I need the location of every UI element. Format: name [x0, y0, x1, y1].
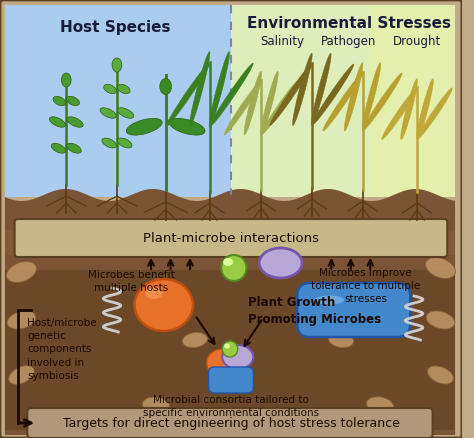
Text: Microbes improve
tolerance to multiple
stresses: Microbes improve tolerance to multiple s… — [311, 268, 420, 304]
Ellipse shape — [104, 85, 117, 94]
Ellipse shape — [160, 78, 172, 95]
Ellipse shape — [291, 413, 314, 427]
Ellipse shape — [210, 63, 253, 127]
Ellipse shape — [118, 85, 130, 94]
Ellipse shape — [67, 143, 82, 153]
Ellipse shape — [112, 58, 122, 72]
Ellipse shape — [9, 366, 34, 385]
Ellipse shape — [328, 332, 354, 348]
Ellipse shape — [426, 311, 455, 329]
FancyBboxPatch shape — [0, 0, 462, 438]
Ellipse shape — [344, 63, 363, 131]
Ellipse shape — [261, 81, 298, 135]
Ellipse shape — [244, 71, 262, 135]
Ellipse shape — [53, 96, 66, 106]
Ellipse shape — [207, 349, 238, 377]
FancyBboxPatch shape — [15, 219, 447, 257]
Ellipse shape — [67, 96, 80, 106]
Ellipse shape — [417, 79, 433, 140]
Bar — [370, 5, 455, 197]
Ellipse shape — [126, 118, 162, 135]
Ellipse shape — [221, 255, 246, 281]
Ellipse shape — [323, 73, 363, 131]
Text: Plant-microbe interactions: Plant-microbe interactions — [143, 232, 319, 244]
Text: Microbes benefit
multiple hosts: Microbes benefit multiple hosts — [88, 270, 175, 293]
Ellipse shape — [261, 71, 278, 135]
Text: Environmental Stresses: Environmental Stresses — [247, 16, 451, 31]
Ellipse shape — [100, 108, 116, 118]
Ellipse shape — [145, 287, 163, 299]
Ellipse shape — [224, 343, 230, 349]
Bar — [5, 230, 455, 270]
Text: Drought: Drought — [393, 35, 441, 48]
Polygon shape — [5, 189, 455, 435]
Ellipse shape — [190, 52, 210, 127]
Text: Salinity: Salinity — [261, 35, 305, 48]
Ellipse shape — [382, 88, 417, 140]
Ellipse shape — [362, 63, 381, 131]
Ellipse shape — [428, 366, 454, 384]
Ellipse shape — [209, 52, 229, 127]
Ellipse shape — [62, 73, 71, 87]
Bar — [231, 5, 455, 197]
Ellipse shape — [401, 79, 418, 140]
Text: Host Species: Host Species — [60, 20, 170, 35]
Ellipse shape — [102, 138, 117, 148]
Text: Pathogen: Pathogen — [321, 35, 376, 48]
Text: Plant Growth
Promoting Microbes: Plant Growth Promoting Microbes — [248, 296, 382, 326]
Ellipse shape — [118, 108, 134, 118]
FancyBboxPatch shape — [27, 408, 433, 438]
Bar — [5, 5, 231, 197]
Ellipse shape — [312, 64, 354, 126]
Text: Host/microbe
genetic
components
involved in
symbiosis: Host/microbe genetic components involved… — [27, 318, 97, 381]
Ellipse shape — [7, 261, 36, 283]
Ellipse shape — [292, 53, 312, 126]
Ellipse shape — [311, 53, 331, 126]
Ellipse shape — [259, 248, 302, 278]
Bar — [5, 255, 455, 430]
Ellipse shape — [407, 412, 431, 428]
Ellipse shape — [115, 413, 138, 427]
FancyBboxPatch shape — [297, 283, 410, 337]
Ellipse shape — [166, 63, 210, 127]
Ellipse shape — [362, 73, 402, 131]
Ellipse shape — [426, 258, 456, 279]
Ellipse shape — [270, 64, 312, 126]
Text: Microbial consortia tailored to
specific environmental conditions: Microbial consortia tailored to specific… — [143, 395, 319, 418]
Ellipse shape — [223, 258, 233, 266]
Ellipse shape — [182, 332, 208, 348]
Ellipse shape — [222, 341, 238, 357]
Ellipse shape — [366, 397, 393, 413]
Ellipse shape — [417, 88, 453, 140]
Text: Targets for direct engineering of host stress tolerance: Targets for direct engineering of host s… — [63, 417, 400, 430]
Ellipse shape — [315, 296, 344, 304]
FancyBboxPatch shape — [209, 367, 254, 393]
Ellipse shape — [135, 279, 193, 331]
Ellipse shape — [224, 81, 261, 135]
Ellipse shape — [51, 143, 66, 153]
Ellipse shape — [64, 411, 92, 429]
Ellipse shape — [169, 118, 205, 135]
Ellipse shape — [118, 138, 132, 148]
Ellipse shape — [222, 345, 254, 369]
Ellipse shape — [49, 117, 65, 127]
Ellipse shape — [142, 397, 170, 413]
Ellipse shape — [7, 311, 36, 329]
Ellipse shape — [67, 117, 83, 127]
